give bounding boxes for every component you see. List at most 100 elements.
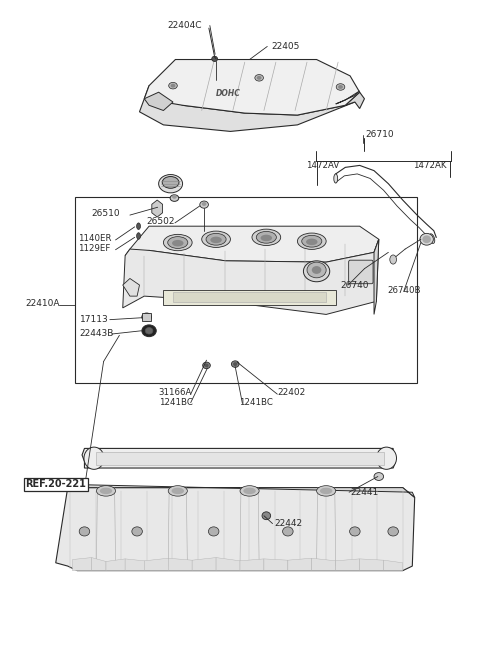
Ellipse shape [132,527,143,536]
Text: 22405: 22405 [271,42,300,51]
Ellipse shape [168,236,188,248]
Ellipse shape [200,201,208,208]
Ellipse shape [84,447,104,470]
Ellipse shape [336,84,345,90]
Text: 22443B: 22443B [80,329,114,338]
Ellipse shape [100,487,112,494]
Polygon shape [72,557,92,571]
Ellipse shape [376,447,396,470]
Ellipse shape [422,235,431,243]
FancyBboxPatch shape [143,313,151,321]
Ellipse shape [303,261,330,282]
Polygon shape [288,558,312,571]
Ellipse shape [172,195,177,198]
Text: 31166A: 31166A [158,388,192,398]
Polygon shape [336,559,360,571]
Ellipse shape [231,361,239,367]
Ellipse shape [137,223,141,229]
Ellipse shape [142,325,156,337]
Polygon shape [123,278,140,296]
Ellipse shape [168,83,177,89]
Polygon shape [345,92,364,109]
Polygon shape [264,559,288,571]
Polygon shape [312,558,336,571]
Ellipse shape [79,527,90,536]
Ellipse shape [338,85,343,89]
Polygon shape [123,239,379,314]
Ellipse shape [302,235,322,247]
Ellipse shape [252,229,281,246]
Polygon shape [360,559,384,571]
Ellipse shape [145,328,153,334]
Polygon shape [192,557,216,571]
Text: 26710: 26710 [365,130,394,139]
Ellipse shape [388,527,398,536]
Ellipse shape [137,233,141,239]
Polygon shape [240,559,264,571]
Text: 22441: 22441 [350,488,378,496]
Text: 22442: 22442 [275,519,302,528]
Ellipse shape [240,485,259,496]
Ellipse shape [203,362,210,369]
Text: 26740: 26740 [340,280,369,290]
Polygon shape [144,558,168,571]
Ellipse shape [163,234,192,251]
Ellipse shape [208,527,219,536]
Text: 1472AV: 1472AV [306,161,339,170]
FancyBboxPatch shape [348,260,373,284]
Ellipse shape [202,202,206,206]
Ellipse shape [262,512,271,519]
Ellipse shape [429,234,435,244]
Text: 22404C: 22404C [167,21,202,30]
Circle shape [390,255,396,264]
Text: 26740B: 26740B [387,286,421,295]
Text: 26510: 26510 [92,209,120,218]
Polygon shape [125,559,144,571]
Ellipse shape [162,176,179,188]
Polygon shape [163,290,336,305]
Ellipse shape [204,364,209,367]
Ellipse shape [170,195,179,201]
Ellipse shape [306,238,318,245]
Ellipse shape [210,236,222,243]
Polygon shape [336,91,360,104]
Ellipse shape [158,174,182,193]
Polygon shape [82,449,396,468]
Ellipse shape [170,84,175,88]
Text: 1472AK: 1472AK [413,161,447,170]
Ellipse shape [257,76,262,80]
Ellipse shape [420,233,433,245]
Text: 1140ER: 1140ER [78,234,112,243]
Ellipse shape [168,485,187,496]
Text: 17113: 17113 [80,314,108,324]
Ellipse shape [307,262,326,278]
Text: 22402: 22402 [277,388,306,398]
Text: 1241BC: 1241BC [158,398,192,407]
Ellipse shape [374,473,384,481]
Ellipse shape [206,233,226,245]
Ellipse shape [261,234,272,241]
Ellipse shape [96,485,116,496]
Text: REF.20-221: REF.20-221 [25,479,86,489]
Text: 26502: 26502 [147,217,175,226]
Polygon shape [75,196,417,383]
Polygon shape [125,226,379,262]
Polygon shape [92,557,106,571]
Ellipse shape [312,266,322,274]
Polygon shape [144,60,360,115]
Polygon shape [173,292,326,302]
Polygon shape [216,557,240,571]
Polygon shape [140,86,360,132]
Polygon shape [96,452,384,465]
Text: DOHC: DOHC [216,89,240,98]
Ellipse shape [256,231,276,243]
Ellipse shape [212,56,217,62]
Ellipse shape [334,174,337,183]
Ellipse shape [349,527,360,536]
Ellipse shape [283,527,293,536]
Polygon shape [144,92,173,111]
Ellipse shape [172,240,183,246]
Ellipse shape [298,233,326,250]
Polygon shape [106,559,125,571]
Polygon shape [68,484,415,497]
